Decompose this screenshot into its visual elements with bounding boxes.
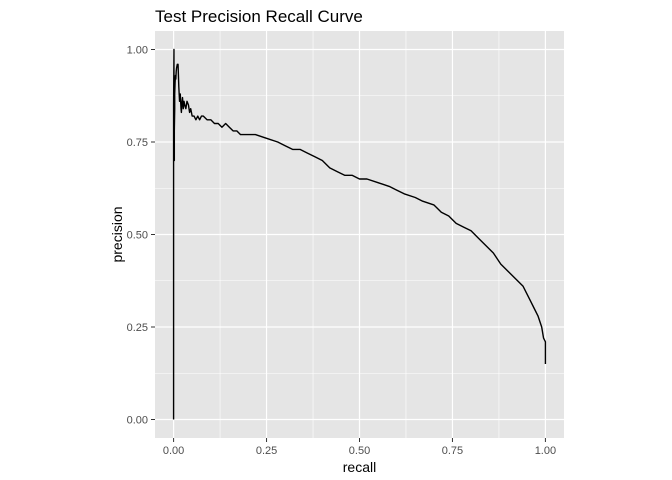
x-axis-title: recall — [343, 459, 376, 475]
y-tick-label: 1.00 — [127, 45, 148, 57]
axis-ticks — [151, 49, 546, 442]
x-tick-label: 0.50 — [349, 445, 370, 457]
axis-tick-labels: 0.00 0.25 0.50 0.75 1.00 0.00 0.25 0.50 0.75 1.00 — [127, 45, 557, 458]
y-tick-label: 0.25 — [127, 322, 148, 334]
x-tick-label: 0.75 — [442, 445, 463, 457]
chart-title: Test Precision Recall Curve — [155, 7, 363, 26]
y-axis-title: precision — [109, 206, 125, 262]
x-tick-label: 0.25 — [256, 445, 277, 457]
x-tick-label: 0.00 — [163, 445, 184, 457]
x-tick-label: 1.00 — [535, 445, 556, 457]
precision-recall-line — [172, 48, 547, 420]
y-tick-label: 0.00 — [127, 415, 148, 427]
y-tick-label: 0.75 — [127, 137, 148, 149]
y-tick-label: 0.50 — [127, 230, 148, 242]
